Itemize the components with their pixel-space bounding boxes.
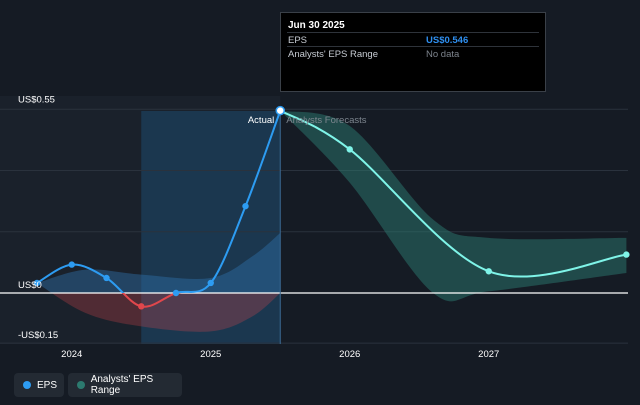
highlight-region — [141, 111, 281, 344]
eps-point — [103, 274, 110, 282]
eps-point — [207, 279, 214, 287]
legend-eps-label: EPS — [37, 379, 58, 391]
forecast-range-band — [280, 110, 627, 302]
eps-point — [68, 261, 75, 268]
eps-point — [172, 289, 180, 297]
x-tick-label: 2027 — [478, 349, 499, 360]
legend-item-eps-range[interactable]: Analysts' EPS Range — [68, 373, 182, 397]
forecast-label: Analysts Forecasts — [286, 115, 366, 126]
eps-line-negative — [121, 293, 182, 308]
x-tick-label: 2025 — [200, 349, 221, 360]
actual-label: Actual — [248, 115, 274, 126]
legend-item-eps[interactable]: EPS — [14, 373, 64, 397]
eps-point — [138, 303, 145, 310]
tooltip-eps-value: US$0.546 — [426, 35, 469, 46]
y-tick-label: US$0.55 — [18, 94, 55, 105]
tooltip-date: Jun 30 2025 — [288, 20, 345, 31]
tooltip-panel: Jun 30 2025 EPS US$0.546 Analysts' EPS R… — [280, 12, 546, 92]
forecast-point — [485, 268, 492, 275]
tooltip-row-range: Analysts' EPS Range No data — [287, 46, 539, 61]
y-tick-label: US$0 — [18, 280, 42, 291]
eps-dot-icon — [23, 381, 31, 389]
tooltip-range-label: Analysts' EPS Range — [288, 49, 378, 60]
forecast-point — [346, 146, 353, 153]
tooltip-range-value: No data — [426, 49, 460, 60]
range-dot-icon — [77, 381, 85, 389]
eps-point — [242, 202, 249, 210]
past-range-band-positive — [37, 232, 281, 293]
eps-point — [33, 279, 41, 287]
past-range-band-negative — [51, 293, 281, 332]
eps-current-point — [275, 105, 285, 116]
tooltip-row-eps: EPS US$0.546 — [287, 32, 539, 47]
y-tick-label: -US$0.15 — [18, 330, 58, 341]
x-tick-label: 2026 — [339, 349, 360, 360]
legend-range-label: Analysts' EPS Range — [90, 374, 154, 396]
forecast-line — [279, 109, 627, 278]
forecast-point — [623, 251, 630, 258]
x-tick-label: 2024 — [61, 349, 82, 360]
tooltip-eps-label: EPS — [288, 35, 308, 46]
